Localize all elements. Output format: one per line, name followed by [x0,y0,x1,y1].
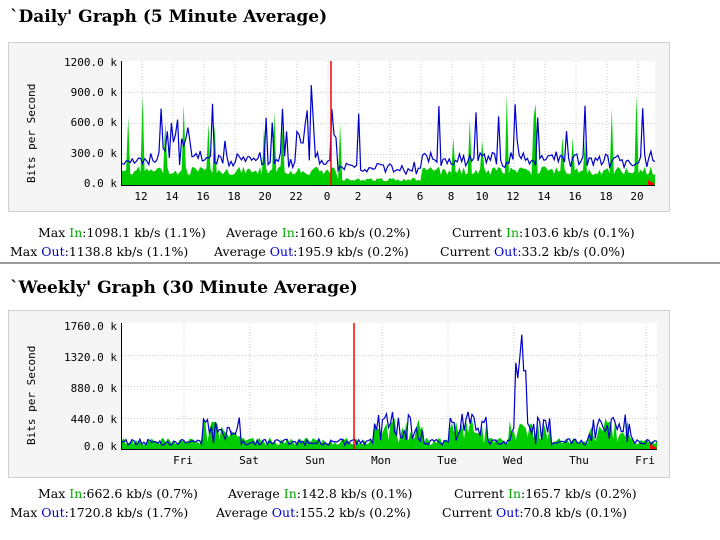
x-tick-label: 18 [599,190,613,203]
daily-y-tick: 0.0 k [83,177,117,190]
weekly-graph-panel: Bits per Second 1760.0 k 1320.0 k 880.0 … [8,310,670,478]
x-tick-label: 4 [385,190,393,203]
weekly-y-tick: 1320.0 k [64,351,117,364]
daily-traffic-chart [122,61,655,185]
daily-max-in: Max In:1098.1 kb/s (1.1%) [38,225,206,240]
x-tick-label: 0 [323,190,331,203]
weekly-max-in: Max In:662.6 kb/s (0.7%) [38,486,198,501]
weekly-avg-in: Average In:142.8 kb/s (0.1%) [228,486,413,501]
out-traffic-line [122,85,655,176]
x-tick-label: Tue [437,454,457,467]
x-tick-label: Wed [503,454,523,467]
weekly-max-out: Max Out:1720.8 kb/s (1.7%) [10,505,189,520]
x-tick-label: 14 [537,190,551,203]
daily-avg-out: Average Out:195.9 kb/s (0.2%) [214,244,409,259]
daily-avg-in: Average In:160.6 kb/s (0.2%) [226,225,411,240]
daily-max-out: Max Out:1138.8 kb/s (1.1%) [10,244,189,259]
x-tick-label: 6 [416,190,424,203]
in-traffic-area [122,94,655,185]
weekly-y-tick: 440.0 k [70,413,117,426]
x-tick-label: Thu [569,454,589,467]
x-tick-label: Mon [371,454,391,467]
daily-graph-title: `Daily' Graph (5 Minute Average) [10,7,328,27]
daily-y-tick: 900.0 k [70,86,117,99]
x-tick-label: Sun [305,454,325,467]
x-tick-label: Fri [635,454,655,467]
axis-arrow-icon [650,444,657,449]
x-tick-label: 20 [258,190,272,203]
x-tick-label: 8 [447,190,455,203]
daily-cur-out: Current Out:33.2 kb/s (0.0%) [440,244,626,259]
x-tick-label: 10 [475,190,489,203]
x-tick-label: 12 [506,190,520,203]
weekly-avg-out: Average Out:155.2 kb/s (0.2%) [216,505,411,520]
weekly-cur-in: Current In:165.7 kb/s (0.2%) [454,486,637,501]
daily-plot-area [121,61,655,186]
x-tick-label: 16 [196,190,210,203]
section-divider [0,262,720,264]
weekly-y-tick: 0.0 k [83,440,117,453]
x-tick-label: 18 [227,190,241,203]
in-traffic-area [122,417,657,449]
x-tick-label: 22 [289,190,303,203]
x-tick-label: 14 [165,190,179,203]
x-tick-label: 2 [354,190,362,203]
x-tick-label: Sat [239,454,259,467]
x-tick-label: Fri [173,454,193,467]
daily-y-tick: 600.0 k [70,116,117,129]
daily-y-tick: 300.0 k [70,147,117,160]
daily-y-tick: 1200.0 k [64,56,117,69]
x-tick-label: 20 [630,190,644,203]
out-traffic-line [122,334,657,447]
weekly-graph-title: `Weekly' Graph (30 Minute Average) [10,278,358,298]
weekly-y-tick: 880.0 k [70,382,117,395]
weekly-cur-out: Current Out:70.8 kb/s (0.1%) [442,505,628,520]
x-tick-label: 12 [134,190,148,203]
x-tick-label: 16 [568,190,582,203]
daily-cur-in: Current In:103.6 kb/s (0.1%) [452,225,635,240]
daily-graph-panel: Bits per Second 1200.0 k 900.0 k 600.0 k… [8,42,670,212]
weekly-traffic-chart [122,323,657,449]
weekly-plot-area [121,323,657,450]
weekly-y-tick: 1760.0 k [64,320,117,333]
axis-arrow-icon [648,180,655,185]
